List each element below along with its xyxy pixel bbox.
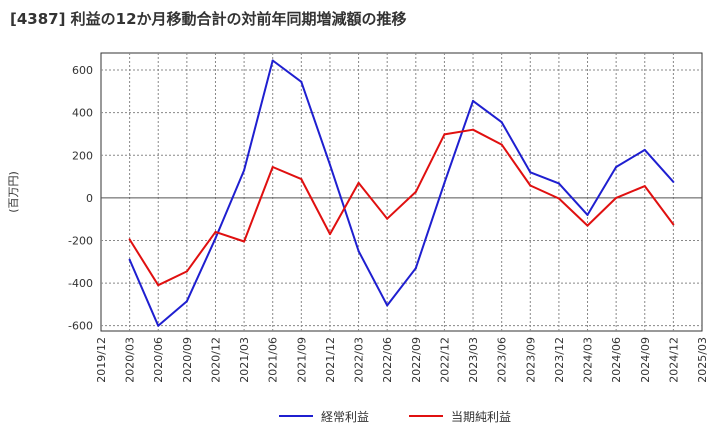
data-point [357, 250, 360, 253]
chart-title: [4387] 利益の12か月移動合計の対前年同期増減額の推移 [10, 10, 407, 28]
data-point [586, 213, 589, 216]
data-point [529, 184, 532, 187]
data-point [271, 165, 274, 168]
data-point [300, 178, 303, 181]
x-tick-label: 2021/03 [238, 337, 251, 383]
x-tick-label: 2021/12 [324, 337, 337, 383]
data-point [185, 270, 188, 273]
data-point [472, 99, 475, 102]
x-tick-label: 2020/09 [181, 337, 194, 383]
x-tick-label: 2024/12 [667, 337, 680, 383]
data-point [586, 224, 589, 227]
data-point [157, 284, 160, 287]
data-point [386, 304, 389, 307]
data-point [300, 80, 303, 83]
data-point [472, 128, 475, 131]
x-tick-label: 2023/09 [524, 337, 537, 383]
data-point [271, 59, 274, 62]
data-point [386, 217, 389, 220]
data-point [214, 237, 217, 240]
data-point [443, 181, 446, 184]
data-point [672, 223, 675, 226]
legend-label: 経常利益 [321, 410, 369, 424]
y-tick-label: -400 [68, 277, 93, 290]
x-tick-labels: 2019/12 2020/03 2020/06 2020/09 2020/12 2021/… [95, 337, 709, 383]
x-tick-label: 2022/06 [381, 337, 394, 383]
data-point [643, 148, 646, 151]
data-point [672, 180, 675, 183]
data-point [529, 171, 532, 174]
series-lines [128, 59, 675, 327]
x-tick-label: 2023/12 [553, 337, 566, 383]
x-tick-label: 2022/03 [353, 337, 366, 383]
x-tick-label: 2024/06 [610, 337, 623, 383]
legend-label: 当期純利益 [451, 410, 511, 424]
data-point [328, 163, 331, 166]
series-line-2 [128, 128, 675, 287]
y-tick-labels: 600 400 200 0 -200 -400 -600 [68, 64, 93, 333]
x-tick-label: 2024/03 [582, 337, 595, 383]
data-point [643, 185, 646, 188]
data-point [615, 196, 618, 199]
data-point [328, 233, 331, 236]
data-point [185, 300, 188, 303]
x-tick-label: 2022/12 [438, 337, 451, 383]
y-tick-label: 200 [72, 149, 93, 162]
data-point [157, 324, 160, 327]
data-point [243, 240, 246, 243]
x-tick-label: 2020/06 [152, 337, 165, 383]
y-tick-label: -600 [68, 320, 93, 333]
data-point [128, 258, 131, 261]
x-tick-label: 2023/03 [467, 337, 480, 383]
plot-area [100, 52, 703, 332]
y-tick-label: 400 [72, 107, 93, 120]
grid-lines [101, 53, 702, 331]
y-axis-label: (百万円) [7, 171, 20, 213]
y-tick-label: -200 [68, 234, 93, 247]
x-tick-label: 2020/12 [209, 337, 222, 383]
x-tick-label: 2020/03 [124, 337, 137, 383]
x-tick-label: 2023/06 [496, 337, 509, 383]
data-point [557, 182, 560, 185]
x-tick-label: 2021/09 [295, 337, 308, 383]
x-tick-label: 2019/12 [95, 337, 108, 383]
data-point [414, 267, 417, 270]
data-point [500, 121, 503, 124]
x-tick-label: 2021/06 [267, 337, 280, 383]
data-point [557, 197, 560, 200]
y-tick-label: 600 [72, 64, 93, 77]
data-point [500, 143, 503, 146]
y-tick-label: 0 [86, 192, 93, 205]
x-tick-label: 2024/09 [639, 337, 652, 383]
data-point [414, 190, 417, 193]
data-point [443, 133, 446, 136]
data-point [128, 238, 131, 241]
series-line-1 [128, 59, 675, 327]
data-point [243, 169, 246, 172]
x-tick-label: 2025/03 [696, 337, 709, 383]
legend: 経常利益 当期純利益 [279, 410, 511, 424]
x-tick-label: 2022/09 [410, 337, 423, 383]
data-point [357, 181, 360, 184]
data-point [214, 230, 217, 233]
data-point [615, 165, 618, 168]
